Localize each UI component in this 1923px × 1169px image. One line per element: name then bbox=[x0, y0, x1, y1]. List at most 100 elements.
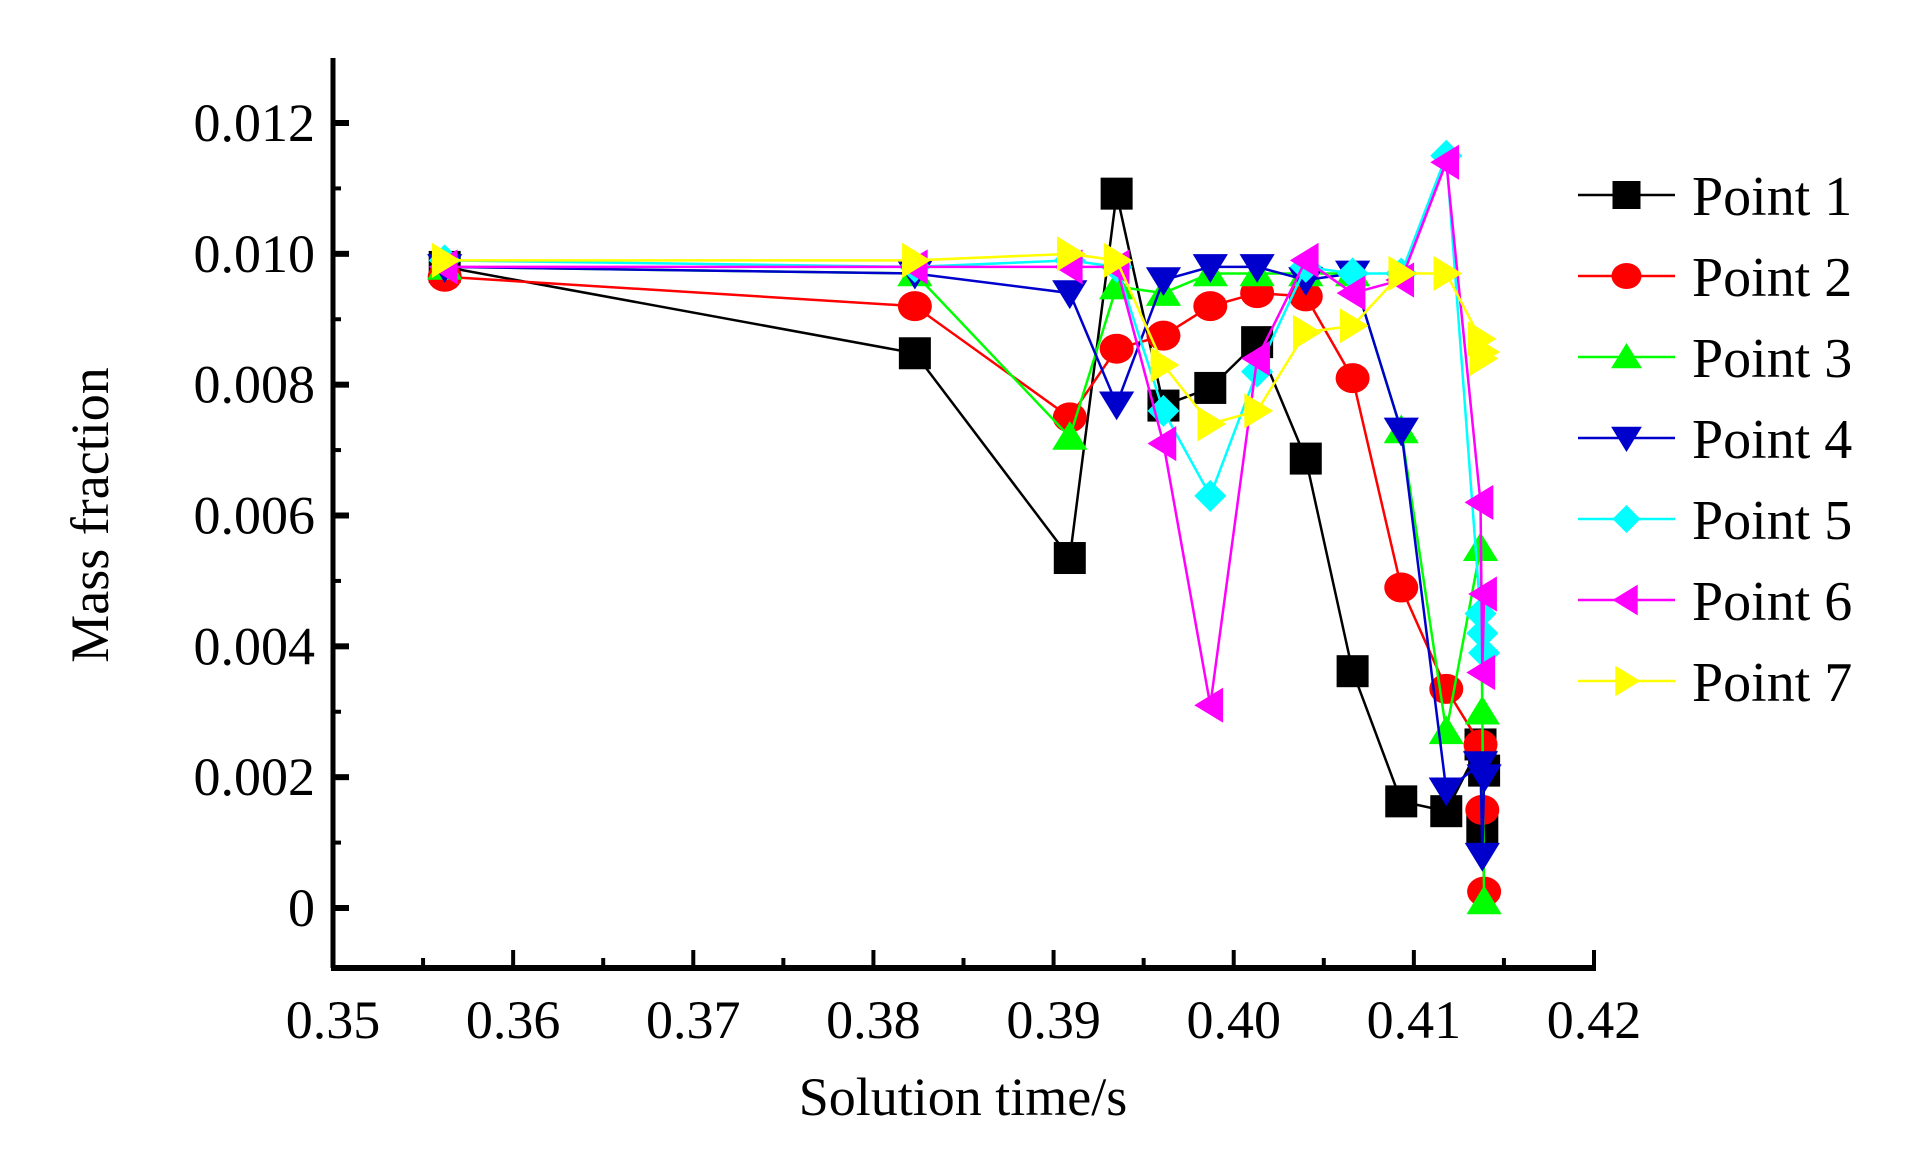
data-point-triangle-left bbox=[1147, 425, 1177, 462]
x-tick-label: 0.35 bbox=[286, 990, 381, 1050]
y-axis-title: Mass fraction bbox=[60, 367, 120, 662]
data-point-triangle-up bbox=[1464, 695, 1500, 725]
data-point-triangle-right bbox=[1339, 308, 1369, 344]
data-point-triangle-down bbox=[1383, 417, 1419, 447]
data-point-square bbox=[1194, 371, 1227, 404]
data-point-triangle-right bbox=[902, 242, 931, 278]
x-axis-title: Solution time/s bbox=[799, 1067, 1128, 1127]
legend-label: Point 6 bbox=[1692, 571, 1852, 633]
series-layer bbox=[427, 139, 1502, 915]
x-tick-label: 0.42 bbox=[1547, 990, 1642, 1050]
y-tick-label: 0.006 bbox=[194, 486, 316, 546]
x-tick-label: 0.36 bbox=[466, 990, 561, 1050]
series-4 bbox=[427, 254, 1502, 872]
data-point-square bbox=[898, 337, 931, 370]
y-tick-label: 0.002 bbox=[194, 747, 316, 807]
data-point-square bbox=[1053, 542, 1086, 575]
data-point-square bbox=[1100, 177, 1133, 210]
data-point-circle bbox=[1611, 263, 1642, 289]
y-tick-label: 0.010 bbox=[194, 224, 316, 284]
data-point-triangle-right bbox=[1615, 665, 1641, 697]
data-point-triangle-down bbox=[1145, 267, 1182, 296]
legend-item: Point 2 bbox=[1578, 247, 1852, 309]
x-tick-label: 0.40 bbox=[1186, 990, 1281, 1050]
data-point-triangle-left bbox=[1466, 654, 1496, 691]
legend-label: Point 7 bbox=[1692, 652, 1852, 714]
y-tick-label: 0.012 bbox=[194, 93, 316, 153]
legend-item: Point 1 bbox=[1578, 166, 1852, 228]
data-point-diamond bbox=[1147, 394, 1180, 427]
data-point-triangle-down bbox=[1099, 391, 1135, 421]
data-point-triangle-up bbox=[1052, 421, 1088, 450]
y-tick-label: 0.004 bbox=[194, 616, 316, 676]
data-point-triangle-left bbox=[1612, 584, 1638, 616]
legend-item: Point 5 bbox=[1578, 490, 1852, 552]
legend-item: Point 4 bbox=[1578, 409, 1852, 471]
series-line bbox=[444, 161, 1486, 706]
legend-item: Point 3 bbox=[1578, 328, 1852, 390]
data-point-triangle-right bbox=[1103, 242, 1133, 278]
series-2 bbox=[427, 261, 1502, 907]
data-point-triangle-down bbox=[1466, 764, 1502, 794]
data-point-circle bbox=[1193, 291, 1228, 322]
series-5 bbox=[428, 139, 1501, 669]
data-point-diamond bbox=[1194, 479, 1227, 512]
data-point-triangle-right bbox=[1244, 393, 1274, 429]
x-tick-label: 0.41 bbox=[1367, 990, 1462, 1050]
x-tick-label: 0.38 bbox=[826, 990, 921, 1050]
series-line bbox=[444, 155, 1486, 653]
data-point-triangle-right bbox=[1471, 334, 1501, 370]
data-point-triangle-left bbox=[1289, 242, 1319, 278]
y-tick-label: 0 bbox=[288, 878, 315, 938]
data-point-diamond bbox=[1612, 505, 1641, 533]
data-point-triangle-right bbox=[431, 242, 461, 278]
series-line bbox=[444, 265, 1486, 902]
data-point-triangle-right bbox=[1388, 255, 1418, 292]
data-point-triangle-right bbox=[1150, 347, 1180, 383]
data-point-triangle-down bbox=[1192, 254, 1228, 283]
series-3 bbox=[427, 250, 1502, 915]
data-point-triangle-left bbox=[1430, 144, 1460, 180]
data-point-square bbox=[1385, 785, 1418, 818]
data-point-circle bbox=[1288, 281, 1323, 312]
data-point-square bbox=[1612, 181, 1641, 209]
data-point-triangle-down bbox=[1052, 280, 1088, 310]
legend-label: Point 4 bbox=[1692, 409, 1852, 471]
data-point-triangle-down bbox=[1239, 254, 1275, 283]
series-1 bbox=[428, 177, 1501, 846]
data-point-triangle-left bbox=[1464, 484, 1494, 521]
data-point-square bbox=[1336, 655, 1369, 688]
data-point-circle bbox=[1099, 333, 1134, 364]
data-point-triangle-left bbox=[1468, 576, 1497, 612]
series-7 bbox=[431, 236, 1501, 442]
data-point-triangle-left bbox=[1241, 340, 1270, 377]
data-point-triangle-down bbox=[1464, 842, 1500, 872]
data-point-triangle-up bbox=[1428, 715, 1464, 745]
series-6 bbox=[428, 144, 1497, 723]
y-tick-label: 0.008 bbox=[194, 355, 316, 415]
data-point-triangle-up bbox=[1611, 343, 1642, 369]
legend-item: Point 7 bbox=[1578, 652, 1852, 714]
legend-item: Point 6 bbox=[1578, 571, 1852, 633]
data-point-triangle-down bbox=[1611, 426, 1642, 452]
data-point-triangle-right bbox=[1197, 406, 1227, 442]
x-tick-label: 0.39 bbox=[1006, 990, 1101, 1050]
x-tick-label: 0.37 bbox=[646, 990, 741, 1050]
data-point-triangle-right bbox=[1292, 314, 1322, 350]
data-point-circle bbox=[1384, 572, 1419, 603]
data-point-triangle-left bbox=[1336, 275, 1366, 311]
data-point-triangle-right bbox=[1056, 236, 1086, 272]
data-point-circle bbox=[897, 291, 932, 322]
data-point-triangle-down bbox=[1428, 777, 1464, 807]
data-point-square bbox=[1289, 442, 1322, 475]
series-line bbox=[444, 193, 1486, 830]
data-point-triangle-right bbox=[1433, 255, 1463, 292]
series-line bbox=[444, 275, 1486, 892]
legend-label: Point 5 bbox=[1692, 490, 1852, 552]
axes: 0.35 0.36 0.37 0.38 0.39 0.40 0.41 0.42 0 0.002 0.… bbox=[194, 58, 1642, 1050]
legend-label: Point 1 bbox=[1692, 166, 1852, 228]
data-point-circle bbox=[1335, 363, 1370, 394]
legend-label: Point 3 bbox=[1692, 328, 1852, 390]
legend-label: Point 2 bbox=[1692, 247, 1852, 309]
